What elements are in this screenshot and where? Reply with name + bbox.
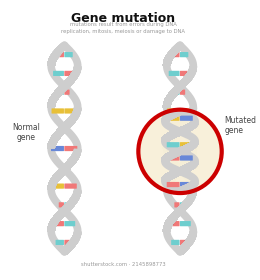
FancyBboxPatch shape [64, 90, 70, 95]
FancyBboxPatch shape [53, 71, 64, 76]
FancyBboxPatch shape [64, 221, 75, 226]
FancyBboxPatch shape [56, 240, 64, 245]
FancyBboxPatch shape [169, 221, 180, 226]
FancyBboxPatch shape [180, 52, 188, 57]
FancyBboxPatch shape [51, 108, 64, 114]
FancyBboxPatch shape [64, 52, 73, 57]
Text: mutations result from errors during DNA
replication, mitosis, meiosis or damage : mutations result from errors during DNA … [61, 22, 185, 34]
FancyBboxPatch shape [174, 90, 180, 95]
FancyBboxPatch shape [167, 142, 180, 147]
FancyBboxPatch shape [64, 240, 73, 245]
FancyBboxPatch shape [180, 202, 185, 207]
FancyBboxPatch shape [51, 146, 64, 151]
FancyBboxPatch shape [64, 183, 77, 189]
Text: Gene mutation: Gene mutation [71, 12, 175, 25]
FancyBboxPatch shape [59, 202, 64, 207]
FancyBboxPatch shape [180, 182, 193, 187]
FancyBboxPatch shape [180, 71, 191, 76]
FancyBboxPatch shape [180, 90, 185, 95]
FancyBboxPatch shape [53, 221, 64, 226]
FancyBboxPatch shape [180, 155, 193, 161]
FancyBboxPatch shape [64, 71, 75, 76]
FancyBboxPatch shape [167, 155, 180, 161]
FancyBboxPatch shape [180, 183, 192, 189]
FancyBboxPatch shape [167, 146, 180, 151]
FancyBboxPatch shape [167, 183, 180, 189]
FancyBboxPatch shape [167, 182, 180, 187]
FancyBboxPatch shape [167, 116, 180, 121]
Text: shutterstock.com · 2145898773: shutterstock.com · 2145898773 [81, 262, 166, 267]
FancyBboxPatch shape [171, 240, 180, 245]
FancyBboxPatch shape [180, 108, 192, 114]
FancyBboxPatch shape [171, 52, 180, 57]
FancyBboxPatch shape [56, 52, 64, 57]
FancyBboxPatch shape [180, 142, 193, 147]
FancyBboxPatch shape [64, 108, 77, 114]
Text: Mutated
gene: Mutated gene [225, 116, 257, 136]
FancyBboxPatch shape [167, 108, 180, 114]
FancyBboxPatch shape [180, 221, 191, 226]
FancyBboxPatch shape [174, 202, 180, 207]
FancyBboxPatch shape [64, 146, 77, 151]
FancyBboxPatch shape [64, 202, 70, 207]
FancyBboxPatch shape [180, 240, 188, 245]
FancyBboxPatch shape [180, 116, 193, 121]
Circle shape [138, 110, 222, 193]
FancyBboxPatch shape [59, 90, 64, 95]
FancyBboxPatch shape [169, 71, 180, 76]
Text: Normal
gene: Normal gene [12, 123, 41, 142]
FancyBboxPatch shape [180, 146, 193, 151]
FancyBboxPatch shape [51, 183, 64, 189]
